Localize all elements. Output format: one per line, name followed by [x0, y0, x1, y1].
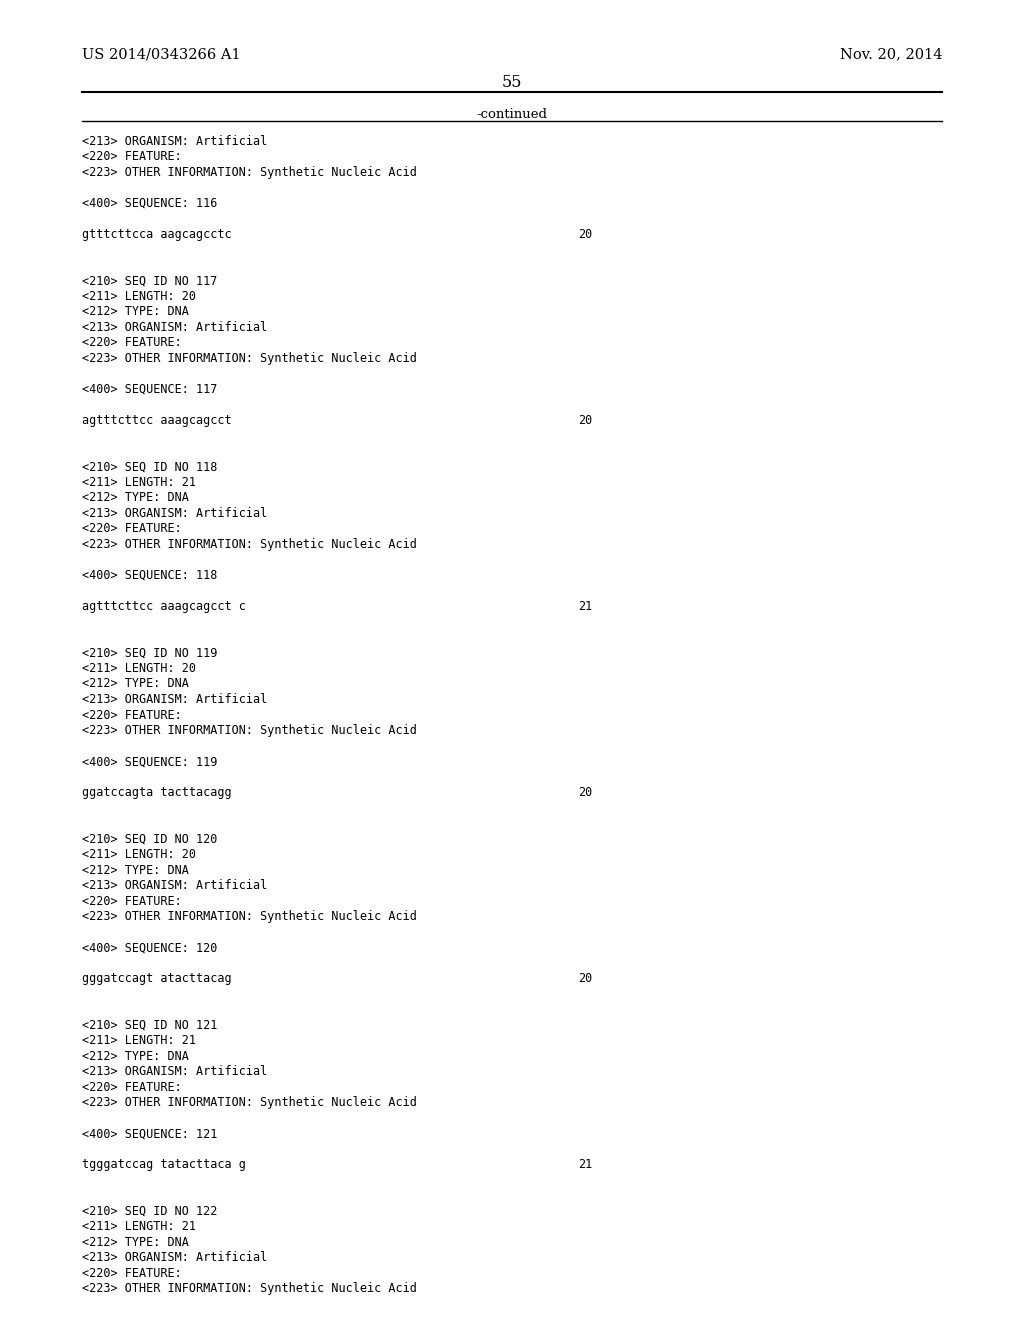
Text: <210> SEQ ID NO 122: <210> SEQ ID NO 122 — [82, 1205, 217, 1218]
Text: <400> SEQUENCE: 121: <400> SEQUENCE: 121 — [82, 1127, 217, 1140]
Text: <213> ORGANISM: Artificial: <213> ORGANISM: Artificial — [82, 507, 267, 520]
Text: <211> LENGTH: 21: <211> LENGTH: 21 — [82, 1035, 196, 1047]
Text: agtttcttcc aaagcagcct: agtttcttcc aaagcagcct — [82, 414, 231, 426]
Text: 20: 20 — [579, 414, 593, 426]
Text: <213> ORGANISM: Artificial: <213> ORGANISM: Artificial — [82, 1065, 267, 1078]
Text: <210> SEQ ID NO 120: <210> SEQ ID NO 120 — [82, 833, 217, 846]
Text: <212> TYPE: DNA: <212> TYPE: DNA — [82, 1049, 188, 1063]
Text: <223> OTHER INFORMATION: Synthetic Nucleic Acid: <223> OTHER INFORMATION: Synthetic Nucle… — [82, 1096, 417, 1109]
Text: US 2014/0343266 A1: US 2014/0343266 A1 — [82, 48, 241, 62]
Text: <212> TYPE: DNA: <212> TYPE: DNA — [82, 863, 188, 876]
Text: <400> SEQUENCE: 120: <400> SEQUENCE: 120 — [82, 941, 217, 954]
Text: <220> FEATURE:: <220> FEATURE: — [82, 895, 181, 908]
Text: Nov. 20, 2014: Nov. 20, 2014 — [840, 48, 942, 62]
Text: <220> FEATURE:: <220> FEATURE: — [82, 709, 181, 722]
Text: 55: 55 — [502, 74, 522, 91]
Text: <212> TYPE: DNA: <212> TYPE: DNA — [82, 1236, 188, 1249]
Text: <220> FEATURE:: <220> FEATURE: — [82, 337, 181, 350]
Text: <223> OTHER INFORMATION: Synthetic Nucleic Acid: <223> OTHER INFORMATION: Synthetic Nucle… — [82, 351, 417, 364]
Text: <212> TYPE: DNA: <212> TYPE: DNA — [82, 677, 188, 690]
Text: <211> LENGTH: 20: <211> LENGTH: 20 — [82, 290, 196, 302]
Text: 20: 20 — [579, 785, 593, 799]
Text: <223> OTHER INFORMATION: Synthetic Nucleic Acid: <223> OTHER INFORMATION: Synthetic Nucle… — [82, 911, 417, 923]
Text: <210> SEQ ID NO 118: <210> SEQ ID NO 118 — [82, 461, 217, 474]
Text: 21: 21 — [579, 1159, 593, 1171]
Text: <213> ORGANISM: Artificial: <213> ORGANISM: Artificial — [82, 693, 267, 706]
Text: <220> FEATURE:: <220> FEATURE: — [82, 150, 181, 164]
Text: gggatccagt atacttacag: gggatccagt atacttacag — [82, 972, 231, 985]
Text: <211> LENGTH: 21: <211> LENGTH: 21 — [82, 1220, 196, 1233]
Text: <400> SEQUENCE: 116: <400> SEQUENCE: 116 — [82, 197, 217, 210]
Text: 21: 21 — [579, 599, 593, 612]
Text: <400> SEQUENCE: 118: <400> SEQUENCE: 118 — [82, 569, 217, 582]
Text: <211> LENGTH: 20: <211> LENGTH: 20 — [82, 663, 196, 675]
Text: <400> SEQUENCE: 117: <400> SEQUENCE: 117 — [82, 383, 217, 396]
Text: <213> ORGANISM: Artificial: <213> ORGANISM: Artificial — [82, 1251, 267, 1265]
Text: <223> OTHER INFORMATION: Synthetic Nucleic Acid: <223> OTHER INFORMATION: Synthetic Nucle… — [82, 1283, 417, 1295]
Text: ggatccagta tacttacagg: ggatccagta tacttacagg — [82, 785, 231, 799]
Text: <223> OTHER INFORMATION: Synthetic Nucleic Acid: <223> OTHER INFORMATION: Synthetic Nucle… — [82, 723, 417, 737]
Text: tgggatccag tatacttaca g: tgggatccag tatacttaca g — [82, 1159, 246, 1171]
Text: -continued: -continued — [476, 108, 548, 121]
Text: <212> TYPE: DNA: <212> TYPE: DNA — [82, 491, 188, 504]
Text: <223> OTHER INFORMATION: Synthetic Nucleic Acid: <223> OTHER INFORMATION: Synthetic Nucle… — [82, 165, 417, 178]
Text: <223> OTHER INFORMATION: Synthetic Nucleic Acid: <223> OTHER INFORMATION: Synthetic Nucle… — [82, 539, 417, 550]
Text: <211> LENGTH: 21: <211> LENGTH: 21 — [82, 477, 196, 488]
Text: <213> ORGANISM: Artificial: <213> ORGANISM: Artificial — [82, 321, 267, 334]
Text: <213> ORGANISM: Artificial: <213> ORGANISM: Artificial — [82, 135, 267, 148]
Text: gtttcttcca aagcagcctc: gtttcttcca aagcagcctc — [82, 227, 231, 240]
Text: <210> SEQ ID NO 121: <210> SEQ ID NO 121 — [82, 1019, 217, 1032]
Text: <210> SEQ ID NO 117: <210> SEQ ID NO 117 — [82, 275, 217, 288]
Text: <212> TYPE: DNA: <212> TYPE: DNA — [82, 305, 188, 318]
Text: <211> LENGTH: 20: <211> LENGTH: 20 — [82, 847, 196, 861]
Text: <220> FEATURE:: <220> FEATURE: — [82, 523, 181, 536]
Text: <210> SEQ ID NO 119: <210> SEQ ID NO 119 — [82, 647, 217, 660]
Text: <213> ORGANISM: Artificial: <213> ORGANISM: Artificial — [82, 879, 267, 892]
Text: <220> FEATURE:: <220> FEATURE: — [82, 1267, 181, 1280]
Text: 20: 20 — [579, 972, 593, 985]
Text: <400> SEQUENCE: 119: <400> SEQUENCE: 119 — [82, 755, 217, 768]
Text: 20: 20 — [579, 227, 593, 240]
Text: <220> FEATURE:: <220> FEATURE: — [82, 1081, 181, 1094]
Text: agtttcttcc aaagcagcct c: agtttcttcc aaagcagcct c — [82, 599, 246, 612]
